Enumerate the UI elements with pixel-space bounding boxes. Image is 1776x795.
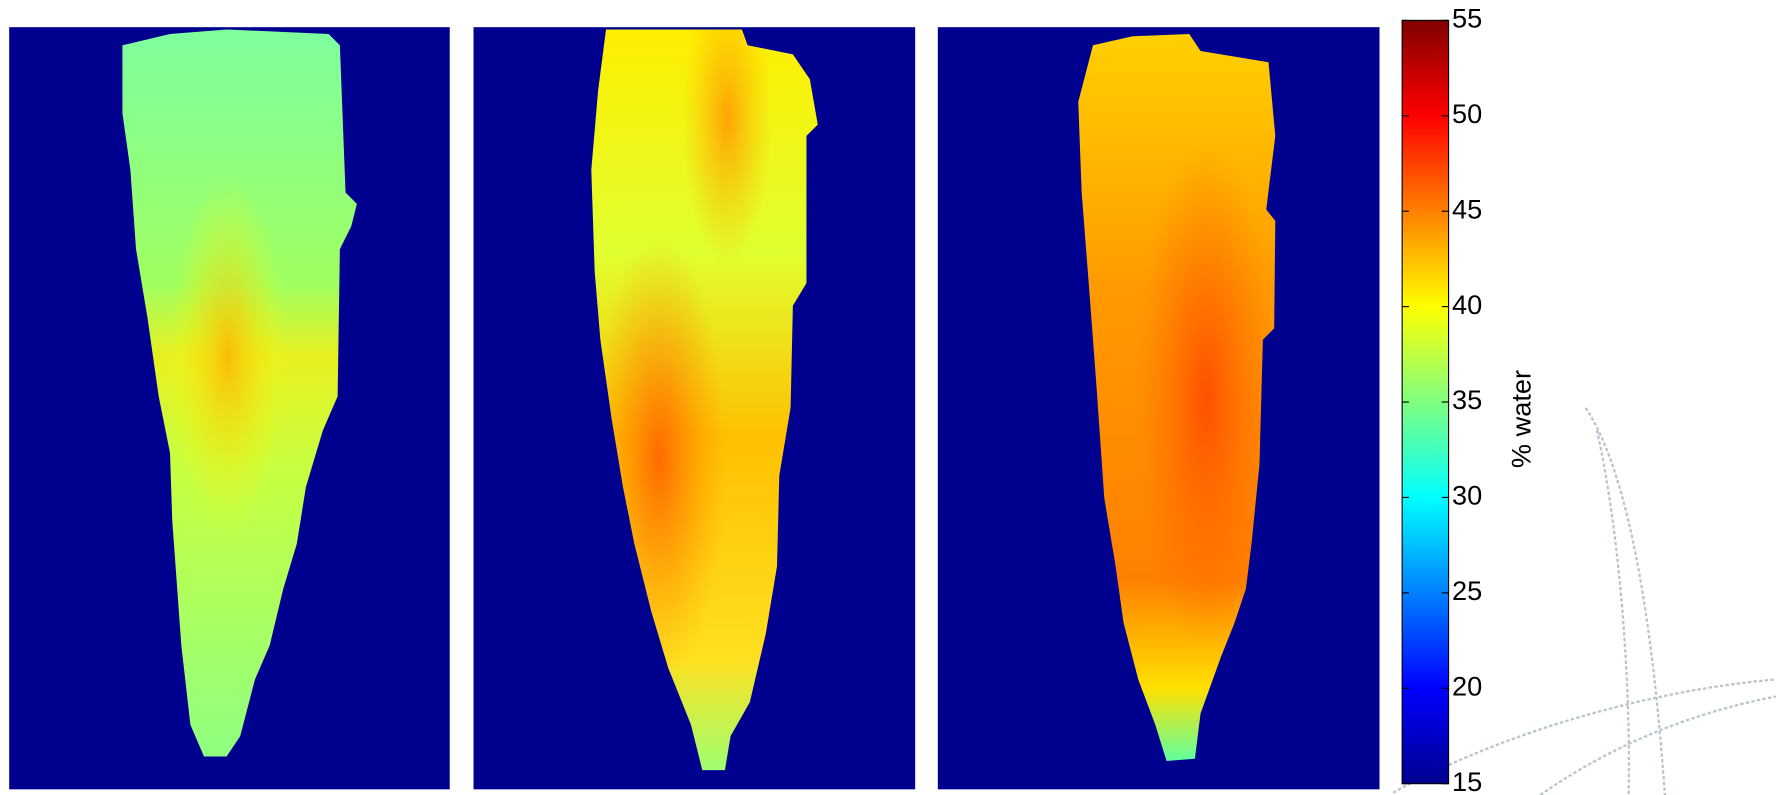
tick-label: 50 (1452, 98, 1482, 129)
tick-label: 45 (1452, 193, 1482, 224)
tick-label: 25 (1452, 575, 1482, 606)
tick-label: 40 (1452, 289, 1482, 320)
tick-label: 15 (1452, 766, 1482, 795)
colorbar: % water 15 20 25 30 35 40 45 50 55 (1401, 3, 1536, 795)
tick-label: 30 (1452, 480, 1482, 511)
sample-map-highlight (122, 29, 357, 757)
panel-3 (937, 27, 1380, 790)
tick-label: 20 (1452, 670, 1482, 701)
sample-map-highlight (1078, 33, 1276, 762)
colorbar-label: % water (1505, 370, 1536, 468)
panel-1 (9, 27, 450, 790)
colorbar-scale (1401, 19, 1450, 785)
sample-map-highlight (591, 29, 818, 771)
decoration (1392, 407, 1776, 795)
tick-label: 55 (1452, 3, 1482, 34)
panel-2 (473, 27, 916, 790)
tick-label: 35 (1452, 384, 1482, 415)
